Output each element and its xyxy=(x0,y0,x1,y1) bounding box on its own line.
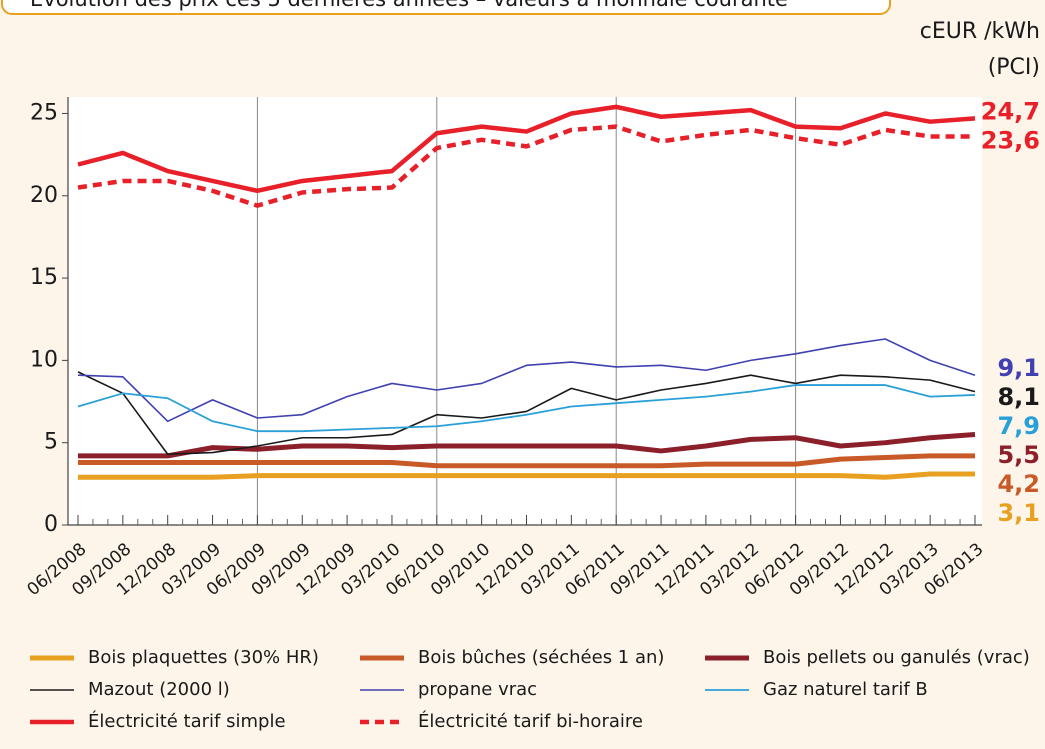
value-label: 9,1 xyxy=(997,354,1040,382)
series-line xyxy=(77,384,976,433)
y-tick-label: 0 xyxy=(44,512,58,537)
value-label: 8,1 xyxy=(997,383,1040,411)
series-line xyxy=(77,338,976,423)
y-tick-label: 15 xyxy=(30,265,58,290)
y-tick-label: 10 xyxy=(30,347,58,372)
y-tick-label: 25 xyxy=(30,100,58,125)
value-label: 4,2 xyxy=(997,470,1040,498)
value-label: 3,1 xyxy=(997,499,1040,527)
y-axis-label: (PCI) xyxy=(988,55,1040,80)
legend-label: Mazout (2000 l) xyxy=(88,679,230,700)
chart-title: Évolution des prix ces 5 dernières année… xyxy=(30,0,788,11)
value-label: 24,7 xyxy=(981,97,1040,125)
series-line xyxy=(78,471,975,480)
value-label: 7,9 xyxy=(997,412,1040,440)
title-box xyxy=(1,0,891,15)
plot-area xyxy=(68,97,982,525)
series-line xyxy=(77,104,976,194)
y-tick-label: 5 xyxy=(44,430,58,455)
y-tick-label: 20 xyxy=(30,183,58,208)
series-line xyxy=(77,371,976,456)
legend-label: Bois bûches (séchées 1 an) xyxy=(418,647,664,668)
legend-label: Électricité tarif simple xyxy=(88,710,286,732)
legend-label: Gaz naturel tarif B xyxy=(763,679,928,700)
legend-label: Électricité tarif bi-horaire xyxy=(418,710,643,732)
legend-label: propane vrac xyxy=(418,679,537,700)
value-label: 5,5 xyxy=(997,441,1040,469)
series-line xyxy=(78,431,976,459)
series-line xyxy=(77,124,975,208)
y-axis-label: cEUR /kWh xyxy=(920,19,1040,44)
value-label: 23,6 xyxy=(981,126,1040,154)
legend-label: Bois plaquettes (30% HR) xyxy=(88,647,319,668)
legend-label: Bois pellets ou ganulés (vrac) xyxy=(763,647,1030,668)
series-line xyxy=(78,453,975,469)
